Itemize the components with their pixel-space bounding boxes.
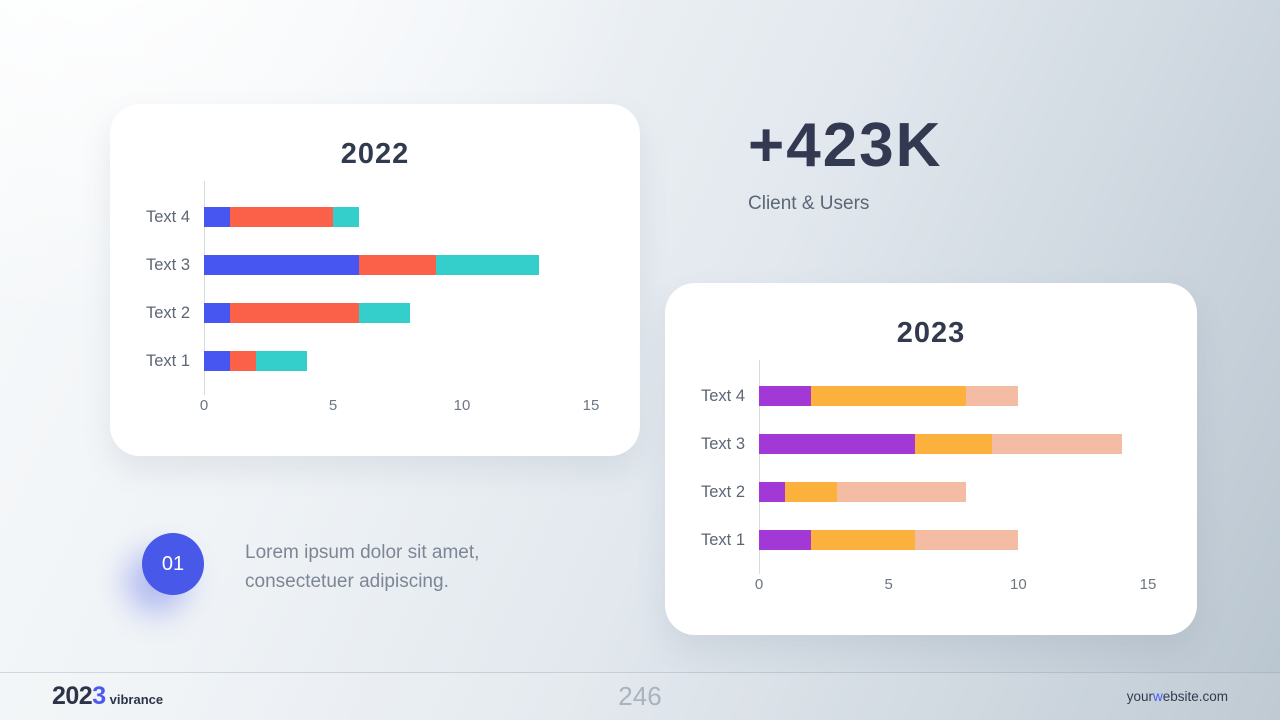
bar-segment xyxy=(358,255,437,275)
bar-track xyxy=(204,303,591,323)
bar-segment xyxy=(332,207,359,227)
x-tick-label: 5 xyxy=(884,576,893,593)
chart-card-2022: 2022 Text 4 Text 3 Text 2 Text 1 0 5 10 15 xyxy=(110,104,640,456)
category-label: Text 2 xyxy=(700,482,745,501)
bar-segment xyxy=(759,530,811,550)
bar-segment xyxy=(436,255,540,275)
note-number: 01 xyxy=(161,552,185,575)
category-label: Text 1 xyxy=(145,351,190,370)
category-label: Text 1 xyxy=(700,530,745,549)
x-tick-label: 15 xyxy=(582,397,600,414)
x-tick-label: 10 xyxy=(453,397,471,414)
bar-segment xyxy=(914,434,993,454)
logo-year-accent: 3 xyxy=(92,682,106,710)
bar-segment xyxy=(810,386,967,406)
chart-row: Text 1 xyxy=(110,337,591,385)
x-tick-label: 0 xyxy=(199,397,209,414)
stat-block: +423K Client & Users xyxy=(748,110,942,215)
chart-rows: Text 4 Text 3 Text 2 Text 1 xyxy=(110,181,591,395)
chart-row: Text 2 xyxy=(665,468,1148,516)
x-tick-label: 15 xyxy=(1139,576,1157,593)
bar-track xyxy=(204,207,591,227)
bar-track xyxy=(204,351,591,371)
footer: 202 3 vibrance 246 yourwebsite.com xyxy=(0,672,1280,720)
category-label: Text 3 xyxy=(700,434,745,453)
page-number: 246 xyxy=(618,681,662,711)
bar-segment xyxy=(992,434,1123,454)
category-label: Text 2 xyxy=(145,303,190,322)
note-text-line1: Lorem ipsum dolor sit amet, xyxy=(245,542,480,563)
chart-row: Text 4 xyxy=(665,372,1148,420)
x-tick-label: 0 xyxy=(754,576,764,593)
chart-row: Text 2 xyxy=(110,289,591,337)
chart-rows: Text 4 Text 3 Text 2 Text 1 xyxy=(665,360,1148,574)
bar-track xyxy=(204,255,591,275)
note-text-line2: consectetuer adipiscing. xyxy=(245,571,449,592)
bar-segment xyxy=(229,207,333,227)
bar-segment xyxy=(784,482,837,502)
stat-value: +423K xyxy=(748,111,943,180)
category-label: Text 4 xyxy=(145,207,190,226)
note-text: Lorem ipsum dolor sit amet, consectetuer… xyxy=(245,538,479,596)
bar-segment xyxy=(204,303,230,323)
chart-title-2022: 2022 xyxy=(340,138,410,170)
bar-segment xyxy=(204,351,230,371)
category-label: Text 3 xyxy=(145,255,190,274)
bar-track xyxy=(759,434,1148,454)
bar-segment xyxy=(810,530,915,550)
bar-track xyxy=(759,482,1148,502)
bar-segment xyxy=(255,351,308,371)
chart-row: Text 3 xyxy=(665,420,1148,468)
chart-row: Text 4 xyxy=(110,193,591,241)
website-prefix: your xyxy=(1126,689,1153,704)
chart-title-2023: 2023 xyxy=(896,317,966,349)
chart-body: Text 4 Text 3 Text 2 Text 1 0 5 10 15 xyxy=(665,360,1197,602)
bar-segment xyxy=(759,386,811,406)
bar-segment xyxy=(204,255,359,275)
chart-ticks: 0 5 10 15 xyxy=(755,564,1157,602)
category-label: Text 4 xyxy=(700,386,745,405)
chart-body: Text 4 Text 3 Text 2 Text 1 0 5 10 15 xyxy=(110,181,640,423)
bar-track xyxy=(759,386,1148,406)
chart-ticks: 0 5 10 15 xyxy=(200,385,600,423)
bar-segment xyxy=(229,351,256,371)
bar-segment xyxy=(358,303,411,323)
bar-segment xyxy=(204,207,230,227)
website-accent: w xyxy=(1152,689,1163,704)
bar-segment xyxy=(229,303,359,323)
website-text: yourwebsite.com xyxy=(1127,689,1228,704)
logo-brand: vibrance xyxy=(109,692,164,707)
bar-track xyxy=(759,530,1148,550)
chart-row: Text 3 xyxy=(110,241,591,289)
bar-segment xyxy=(836,482,967,502)
chart-row: Text 1 xyxy=(665,516,1148,564)
bar-segment xyxy=(759,482,785,502)
stat-label: Client & Users xyxy=(748,193,870,214)
bar-segment xyxy=(914,530,1019,550)
footer-logo: 202 3 vibrance xyxy=(52,682,163,711)
x-tick-label: 10 xyxy=(1009,576,1027,593)
bar-segment xyxy=(966,386,1019,406)
chart-card-2023: 2023 Text 4 Text 3 Text 2 Text 1 0 5 10 15 xyxy=(665,283,1197,635)
logo-year-prefix: 202 xyxy=(52,682,93,710)
bar-segment xyxy=(759,434,915,454)
note-number-badge: 01 xyxy=(142,533,204,595)
website-suffix: ebsite.com xyxy=(1162,689,1228,704)
x-tick-label: 5 xyxy=(328,397,338,414)
